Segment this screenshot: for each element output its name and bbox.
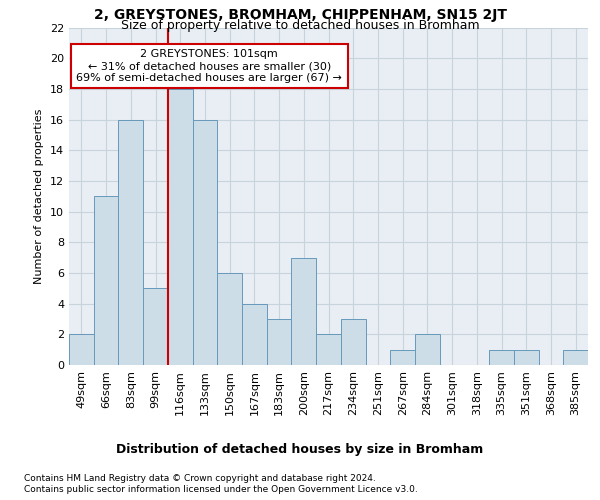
Bar: [489, 350, 514, 365]
Bar: [143, 288, 168, 365]
Y-axis label: Number of detached properties: Number of detached properties: [34, 108, 44, 284]
Text: 2 GREYSTONES: 101sqm
← 31% of detached houses are smaller (30)
69% of semi-detac: 2 GREYSTONES: 101sqm ← 31% of detached h…: [76, 50, 342, 82]
Bar: [267, 319, 292, 365]
Bar: [563, 350, 588, 365]
Text: Distribution of detached houses by size in Bromham: Distribution of detached houses by size …: [116, 442, 484, 456]
Bar: [94, 196, 118, 365]
Bar: [390, 350, 415, 365]
Text: Size of property relative to detached houses in Bromham: Size of property relative to detached ho…: [121, 19, 479, 32]
Text: Contains HM Land Registry data © Crown copyright and database right 2024.: Contains HM Land Registry data © Crown c…: [24, 474, 376, 483]
Text: Contains public sector information licensed under the Open Government Licence v3: Contains public sector information licen…: [24, 485, 418, 494]
Bar: [292, 258, 316, 365]
Bar: [341, 319, 365, 365]
Bar: [69, 334, 94, 365]
Bar: [118, 120, 143, 365]
Bar: [217, 273, 242, 365]
Bar: [242, 304, 267, 365]
Bar: [415, 334, 440, 365]
Text: 2, GREYSTONES, BROMHAM, CHIPPENHAM, SN15 2JT: 2, GREYSTONES, BROMHAM, CHIPPENHAM, SN15…: [94, 8, 506, 22]
Bar: [514, 350, 539, 365]
Bar: [193, 120, 217, 365]
Bar: [168, 89, 193, 365]
Bar: [316, 334, 341, 365]
